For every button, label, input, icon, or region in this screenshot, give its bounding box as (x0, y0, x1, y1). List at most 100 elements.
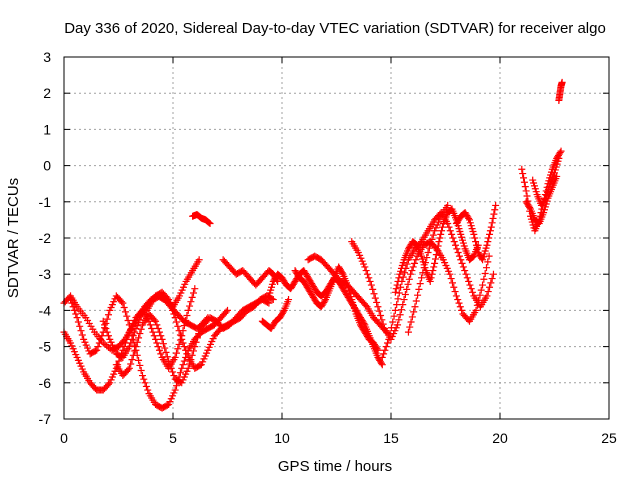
data-point (193, 334, 201, 342)
data-point (401, 290, 409, 298)
data-point (362, 267, 370, 275)
data-point (140, 375, 148, 383)
data-point (95, 339, 103, 347)
data-point (99, 317, 107, 325)
data-point (486, 283, 494, 291)
data-point (465, 214, 473, 222)
data-point (418, 274, 426, 282)
data-points (60, 78, 566, 412)
data-point (125, 321, 133, 329)
data-point (279, 308, 287, 316)
data-point (152, 317, 160, 325)
data-point (472, 241, 480, 249)
data-point (461, 267, 469, 275)
data-point (159, 340, 167, 348)
data-point (123, 312, 131, 320)
data-point (463, 274, 471, 282)
grid-lines (64, 57, 609, 419)
data-point (378, 361, 386, 369)
data-point (118, 298, 126, 306)
data-point (135, 334, 143, 342)
data-point (557, 147, 565, 155)
data-point (386, 330, 394, 338)
data-point (492, 201, 500, 209)
data-point (97, 335, 105, 343)
data-point (489, 214, 497, 222)
data-point (435, 238, 443, 246)
data-point (206, 220, 214, 228)
data-point (404, 328, 412, 336)
data-point (153, 339, 161, 347)
data-point (446, 270, 454, 278)
data-point (462, 270, 470, 278)
data-point (419, 269, 427, 277)
data-point (154, 343, 162, 351)
data-point (158, 335, 166, 343)
data-point (406, 323, 414, 331)
data-point (128, 335, 136, 343)
data-point (404, 280, 412, 288)
series-track-17 (452, 201, 500, 264)
y-axis-label: SDTVAR / TECUs (5, 178, 22, 298)
data-point (154, 325, 162, 332)
data-point (101, 321, 109, 329)
data-point (179, 361, 187, 369)
data-point (455, 299, 463, 307)
data-point (175, 340, 183, 348)
data-point (129, 351, 137, 359)
data-point (391, 306, 399, 314)
data-point (399, 301, 407, 309)
data-point (103, 315, 111, 323)
data-point (385, 335, 393, 343)
series-track-21 (555, 78, 566, 104)
data-point (428, 270, 436, 278)
data-point (480, 275, 488, 283)
data-point (146, 321, 154, 329)
series-track-7 (189, 210, 214, 228)
data-point (436, 234, 444, 242)
data-point (205, 219, 213, 227)
x-tick-label: 10 (274, 430, 290, 446)
data-point (483, 292, 491, 300)
data-point (150, 316, 158, 324)
data-point (401, 269, 409, 277)
data-point (472, 238, 480, 246)
data-point (522, 187, 530, 195)
data-point (429, 231, 437, 239)
data-point (178, 335, 186, 343)
data-point (169, 368, 177, 376)
data-point (415, 285, 423, 293)
data-point (416, 280, 424, 288)
data-point (457, 256, 465, 264)
x-tick-label: 0 (60, 430, 68, 446)
data-point (285, 296, 293, 304)
data-point (180, 322, 188, 330)
series-track-5 (112, 310, 212, 387)
data-point (121, 308, 129, 316)
data-point (490, 210, 498, 218)
data-point (467, 285, 475, 293)
data-point (447, 275, 455, 283)
data-point (125, 364, 133, 372)
data-point (420, 264, 428, 272)
series-track-16 (404, 201, 452, 336)
data-point (102, 325, 110, 332)
data-point (433, 246, 441, 254)
data-point (77, 327, 85, 335)
data-point (484, 258, 492, 266)
data-point (438, 227, 446, 235)
data-point (405, 275, 413, 283)
y-tick-label: -1 (39, 194, 52, 210)
data-point (488, 219, 496, 227)
data-point (487, 223, 495, 231)
data-point (183, 350, 191, 358)
data-point (491, 206, 499, 214)
data-point (141, 379, 149, 387)
data-point (78, 331, 86, 339)
data-point (519, 170, 527, 178)
data-point (174, 345, 182, 353)
data-point (448, 279, 456, 287)
data-point (479, 281, 487, 289)
data-point (431, 255, 439, 263)
